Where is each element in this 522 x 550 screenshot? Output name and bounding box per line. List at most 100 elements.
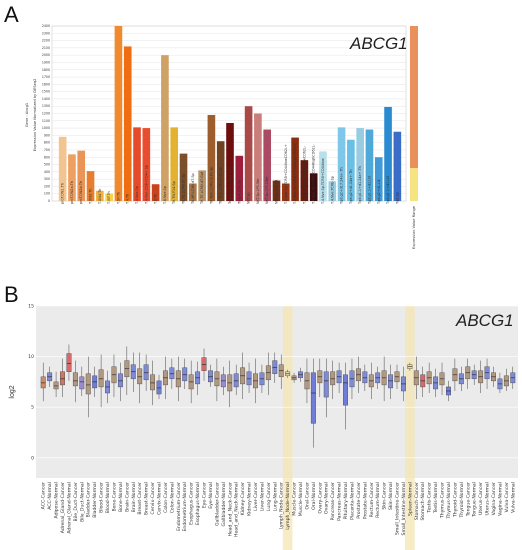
b-box-group [368, 362, 374, 400]
b-x-tick-label: Esophagus-Normal [195, 482, 201, 525]
b-box-group [375, 366, 381, 389]
b-box-group [446, 380, 451, 402]
a-bar [235, 155, 244, 201]
a-x-tick-label: Tgd.g1.1+d1.LN [367, 176, 371, 205]
b-x-tick-label: Vulva-Normal [510, 482, 516, 513]
b-box-group [143, 354, 149, 391]
b-x-tick-label: Blood-Cancer [99, 482, 105, 513]
b-box-group [433, 368, 439, 398]
b-box-group [259, 364, 265, 394]
b-x-tick-label: ACC-Normal [47, 482, 53, 510]
b-x-tick-label: Thyroid-Normal [459, 482, 465, 519]
b-highlight-band [405, 306, 415, 550]
a-x-tick-label: Tgd.g2+d1.24a+.Th [349, 169, 353, 205]
panel-b-y-axis-label: log2 [9, 385, 16, 398]
b-box-group [124, 346, 130, 396]
b-box-group [253, 358, 258, 404]
a-x-tick-label: T.8.Nve.Sp-TCRB+CD44highCD62L- [312, 144, 316, 205]
b-y-tick-label: 0 [31, 455, 34, 461]
b-box [143, 364, 149, 381]
a-y-tick-label: 600 [44, 155, 50, 159]
b-box [53, 381, 59, 390]
b-x-tick-label: Endometrium-Cancer [176, 482, 182, 531]
b-x-tick-label: Lung-Normal [272, 482, 278, 512]
b-x-tick-label: Adipose-Normal [54, 482, 60, 518]
a-y-tick-label: 1500 [42, 90, 50, 94]
b-x-tick-label: Skin-Normal [388, 482, 394, 510]
a-x-tick-label: T8.MP.LCMV.d7.Sp [191, 173, 195, 205]
b-x-tick-label: Uterus-Cancer [478, 482, 484, 515]
b-x-tick-label: Gallbladder-Normal [221, 482, 227, 526]
b-x-tick-label: Rectum-Normal [375, 482, 381, 518]
b-box-group [175, 356, 181, 402]
b-box-group [330, 360, 336, 400]
b-box-group [169, 358, 175, 389]
a-x-tick-label: T.8.Th [154, 194, 158, 205]
b-box [330, 371, 336, 386]
b-box [310, 372, 316, 424]
a-y-tick-label: 2200 [42, 39, 50, 43]
b-x-tick-label: Head_and_Neck-Normal [234, 482, 240, 537]
b-box [343, 374, 348, 406]
panel-b-letter: B [4, 282, 19, 307]
a-bar [68, 154, 76, 201]
a-y-tick-label: 1000 [42, 126, 50, 130]
b-box-group [156, 374, 162, 400]
panel-a-y-ticks: 0 100 200 300 400 500 600 700 800 900 1000 1100 1200… [42, 24, 50, 203]
b-box-group [355, 356, 361, 394]
a-y-tick-label: 1200 [42, 112, 50, 116]
b-box [362, 371, 368, 384]
b-box [233, 373, 239, 388]
b-x-tick-label: Kidney-Normal [247, 482, 253, 516]
b-x-tick-label: Bone-Normal [118, 482, 124, 512]
b-box-group [188, 360, 194, 404]
b-box-group [336, 362, 342, 394]
a-bar [347, 139, 355, 201]
b-x-tick-label: Breast-Cancer [137, 482, 143, 515]
b-x-tick-label: Uterus-Normal [485, 482, 491, 515]
b-x-tick-label: Esophagus-Cancer [189, 482, 195, 525]
b-box [137, 368, 143, 385]
b-x-tick-label: Liver-Normal [259, 482, 265, 511]
b-box-group [40, 362, 46, 402]
b-box [72, 372, 78, 387]
a-bar [114, 26, 123, 201]
b-box-group [323, 358, 329, 418]
b-x-tick-label: Brain-Normal [131, 482, 137, 512]
a-x-tick-label: T.4.Th [126, 194, 130, 205]
b-box-group [400, 366, 406, 402]
a-bar [281, 183, 290, 201]
b-y-tick-label: 10 [28, 354, 34, 360]
b-box-group [240, 352, 246, 400]
b-box [98, 369, 104, 388]
b-box-group [478, 360, 484, 394]
b-x-tick-label: Oral-Normal [311, 482, 317, 510]
b-x-tick-label: Small_Intestine-Normal [401, 482, 407, 535]
colorbar-lower [410, 168, 418, 201]
a-y-tick-label: 1700 [42, 75, 50, 79]
b-y-tick-label: 15 [28, 304, 34, 310]
a-x-tick-label: T.ISP.Th [107, 191, 111, 205]
b-box [323, 371, 329, 398]
b-box-group [182, 358, 188, 389]
b-x-tick-label: Pancreas-Cancer [330, 482, 336, 521]
panel-a-bars [58, 26, 402, 201]
a-bar [226, 122, 234, 201]
b-box-group [491, 366, 496, 387]
b-x-tick-label: Thymus-Normal [446, 482, 452, 520]
a-x-tick-label: T.DN4.Th [98, 189, 102, 205]
b-x-tick-label: Lymph_Node-Normal [285, 482, 291, 530]
a-x-tick-label: T.DP.Th [116, 192, 120, 205]
b-box-group [484, 358, 490, 389]
b-box [40, 376, 46, 389]
panel-a-gene-label: Gene : Abcg1 [25, 103, 29, 127]
panel-a-letter: A [4, 2, 19, 27]
b-x-tick-label: Pancreas-Normal [337, 482, 343, 521]
a-bar [207, 114, 216, 201]
a-bar [393, 131, 402, 201]
a-bar [374, 157, 383, 201]
panel-a-x-labels: proT.DN1.Th proT.DN2a.Th proT.DN2b.Th T.DN3… [61, 142, 400, 205]
b-box [156, 380, 162, 395]
panel-a-gene-title: ABCG1 [349, 34, 408, 53]
